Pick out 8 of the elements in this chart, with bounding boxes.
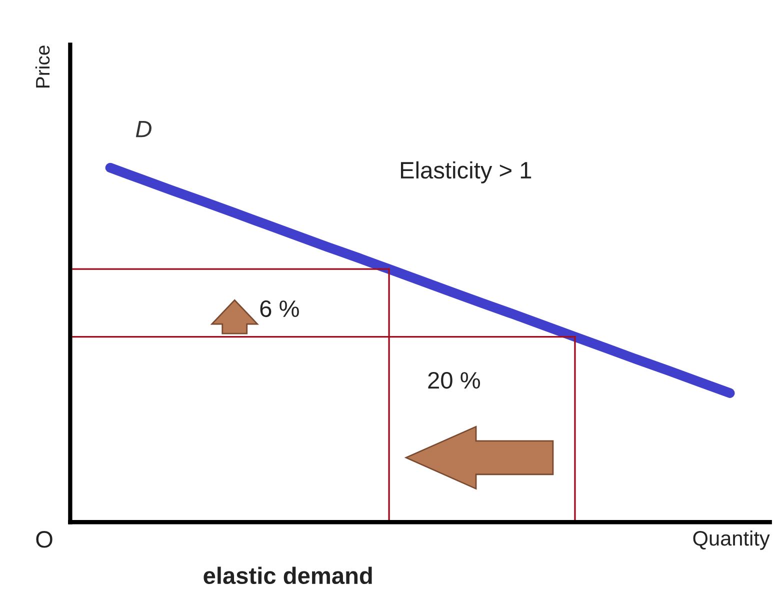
text: D [136,120,152,138]
y-axis-title: Price [35,46,50,88]
x-axis-title: Quantity [693,530,770,550]
annotation: Elasticity > 1 [400,161,532,184]
text: elastic demand [204,566,372,584]
annotation: 20 % [428,372,480,389]
annotation: 6 % [260,300,299,318]
text: O [36,531,52,548]
